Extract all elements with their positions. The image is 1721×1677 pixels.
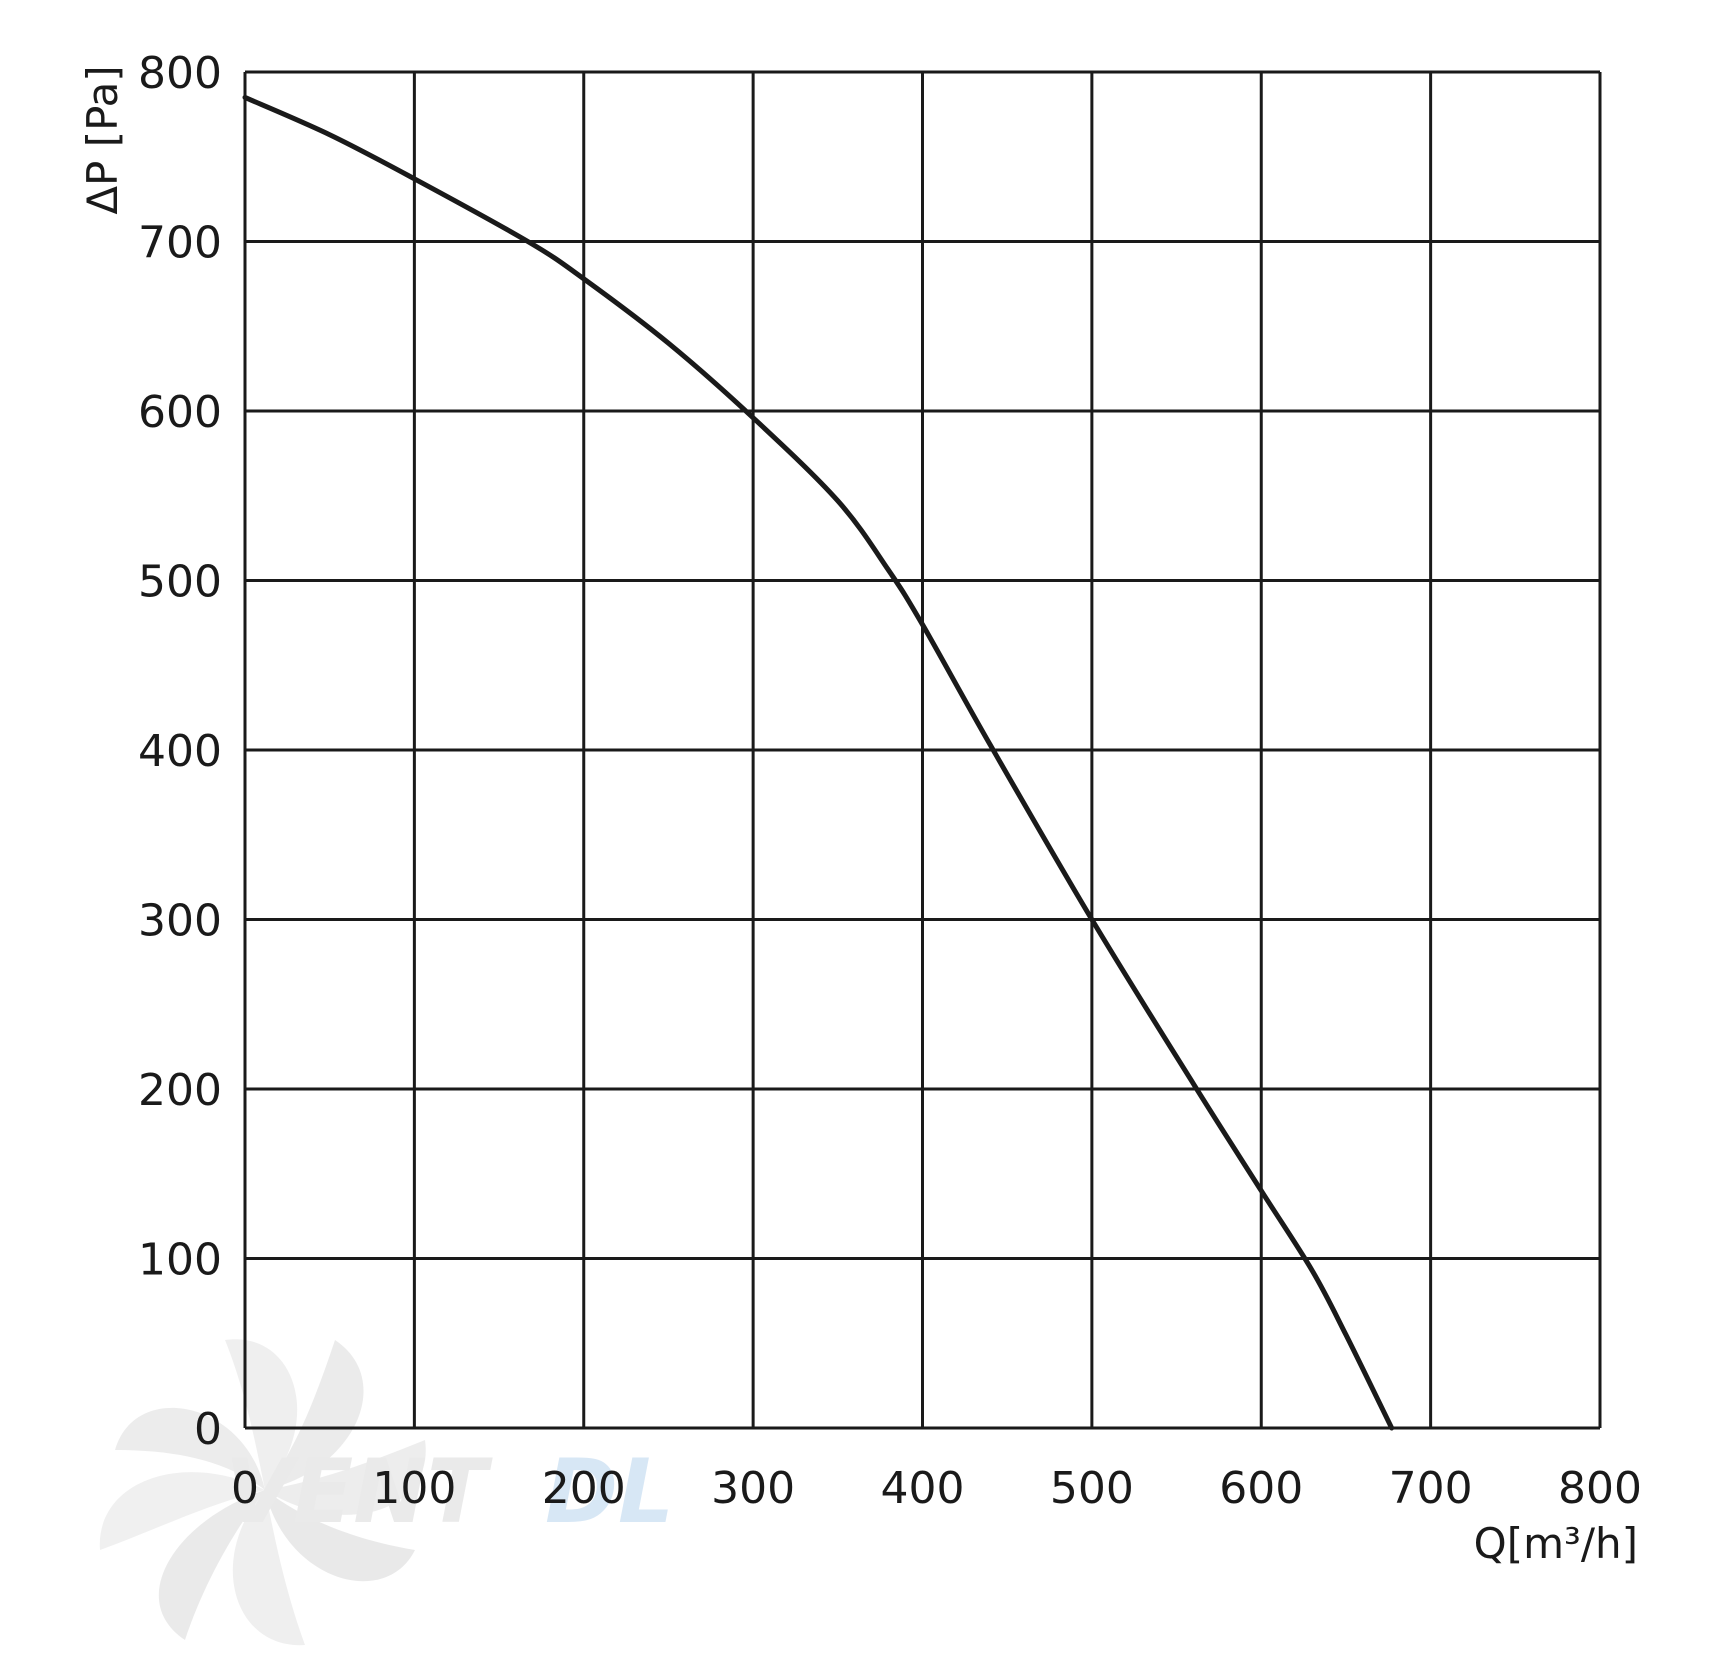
x-tick-label: 0	[231, 1463, 259, 1514]
x-tick-label: 100	[372, 1463, 456, 1514]
watermark-text-accent: DL	[545, 1440, 674, 1543]
series-layer	[242, 94, 1395, 1431]
watermark-logo: VENT DL	[99, 1339, 674, 1646]
y-tick-label: 200	[138, 1065, 222, 1116]
x-tick-label: 700	[1389, 1463, 1473, 1514]
y-tick-label: 600	[138, 387, 222, 438]
grid	[243, 70, 1602, 1430]
x-tick-label: 400	[881, 1463, 965, 1514]
y-tick-label: 500	[138, 557, 222, 608]
y-tick-label: 400	[138, 726, 222, 777]
x-tick-label: 500	[1050, 1463, 1134, 1514]
y-tick-labels: 0 100 200 300 400 500 600 700 800	[138, 48, 222, 1455]
x-tick-labels: 0 100 200 300 400 500 600 700 800	[231, 1463, 1642, 1514]
y-tick-label: 0	[194, 1404, 222, 1455]
y-tick-label: 800	[138, 48, 222, 99]
x-axis-label: Q[m³/h]	[1474, 1519, 1638, 1568]
y-tick-label: 300	[138, 896, 222, 947]
x-tick-label: 800	[1558, 1463, 1642, 1514]
x-tick-label: 300	[711, 1463, 795, 1514]
watermark-text-main: VENT	[225, 1440, 493, 1543]
y-axis-label: ΔP [Pa]	[78, 65, 127, 214]
x-tick-label: 200	[542, 1463, 626, 1514]
x-tick-label: 600	[1219, 1463, 1303, 1514]
fan-icon	[99, 1339, 426, 1646]
series-line	[242, 94, 1395, 1431]
y-tick-label: 700	[138, 218, 222, 269]
y-tick-label: 100	[138, 1235, 222, 1286]
